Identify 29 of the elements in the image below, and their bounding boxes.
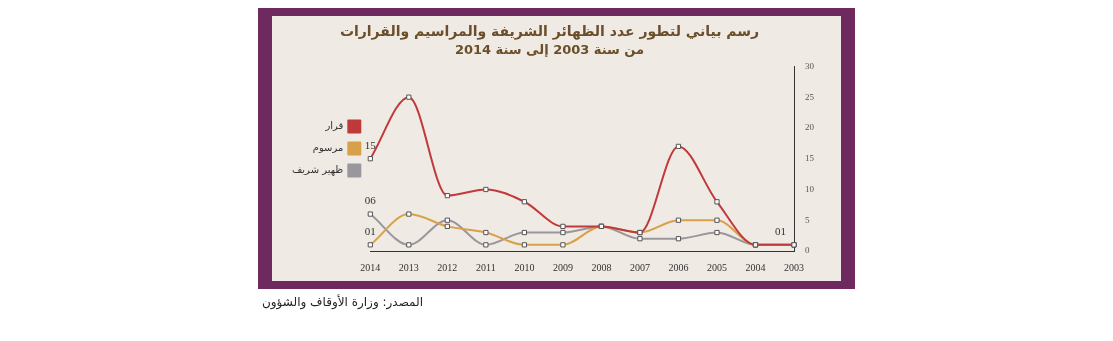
data-label: 15 [364,138,377,151]
legend-label: ظهير شريف [291,164,344,177]
y-tick-label: 5 [805,214,810,225]
x-tick-label: 2008 [591,261,612,273]
x-tick-label: 2009 [552,261,573,273]
x-tick-label: 2014 [360,261,381,273]
x-tick-label: 2005 [706,261,727,273]
text: المصدر: وزارة الأوقاف والشؤون [260,295,423,309]
y-tick-label: 30 [805,60,815,71]
y-tick-label: 20 [805,122,815,133]
x-tick-label: 2004 [745,261,766,273]
x-tick-label: 2012 [437,261,458,273]
x-tick-label: 2010 [514,261,535,273]
data-label: 01 [364,224,376,237]
y-tick-label: 15 [805,153,815,164]
y-tick-label: 25 [805,91,815,102]
x-tick-label: 2003 [784,261,804,273]
data-label: 06 [364,194,377,207]
legend-label: قرار [324,120,344,132]
y-tick-label: 0 [805,245,810,256]
chart-title: رسم بياني لتطور عدد الظهائر الشريفة والمراسيم والقرارات [339,23,760,41]
legend-label: مرسوم [312,142,344,154]
x-tick-label: 2007 [629,261,650,273]
x-tick-label: 2011 [476,261,496,273]
x-tick-label: 2013 [398,261,419,273]
data-label: 01 [775,224,786,237]
y-tick-label: 10 [805,183,815,194]
x-tick-label: 2006 [668,261,689,273]
chart-subtitle: من سنة 2003 إلى سنة 2014 [454,41,645,57]
